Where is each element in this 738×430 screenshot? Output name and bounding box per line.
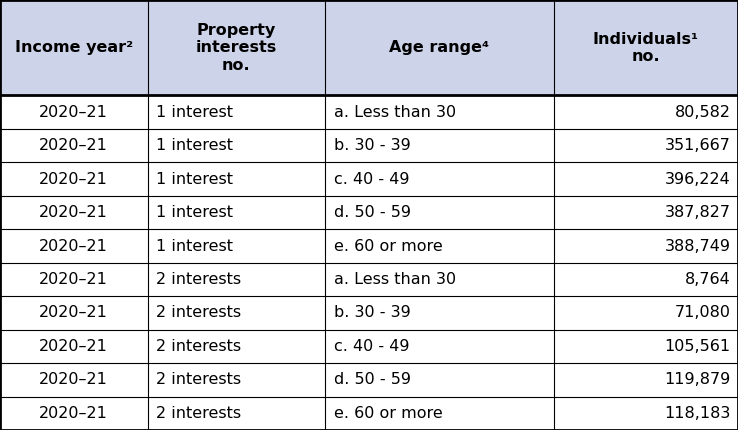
Bar xyxy=(148,95,325,129)
Bar xyxy=(0,396,148,430)
Bar xyxy=(325,330,554,363)
Text: 2020–21: 2020–21 xyxy=(39,239,108,254)
Bar xyxy=(325,196,554,229)
Text: 396,224: 396,224 xyxy=(665,172,731,187)
Bar xyxy=(325,95,554,129)
Bar xyxy=(0,296,148,330)
Bar xyxy=(325,229,554,263)
Text: 80,582: 80,582 xyxy=(675,104,731,120)
Bar xyxy=(554,296,738,330)
Bar xyxy=(554,330,738,363)
Text: 2020–21: 2020–21 xyxy=(39,372,108,387)
Bar xyxy=(148,163,325,196)
Text: 71,080: 71,080 xyxy=(675,305,731,320)
Bar xyxy=(148,396,325,430)
Text: b. 30 - 39: b. 30 - 39 xyxy=(334,305,410,320)
Text: Individuals¹
no.: Individuals¹ no. xyxy=(593,31,699,64)
Bar xyxy=(554,0,738,95)
Bar xyxy=(148,263,325,296)
Bar xyxy=(0,363,148,396)
Text: 351,667: 351,667 xyxy=(665,138,731,153)
Bar xyxy=(0,196,148,229)
Bar xyxy=(0,95,148,129)
Text: 2 interests: 2 interests xyxy=(156,406,241,421)
Text: 1 interest: 1 interest xyxy=(156,104,233,120)
Bar xyxy=(554,263,738,296)
Bar xyxy=(0,163,148,196)
Text: b. 30 - 39: b. 30 - 39 xyxy=(334,138,410,153)
Bar xyxy=(554,396,738,430)
Text: 2020–21: 2020–21 xyxy=(39,205,108,220)
Bar xyxy=(325,363,554,396)
Bar xyxy=(554,229,738,263)
Text: c. 40 - 49: c. 40 - 49 xyxy=(334,172,409,187)
Text: 1 interest: 1 interest xyxy=(156,138,233,153)
Bar xyxy=(554,163,738,196)
Text: a. Less than 30: a. Less than 30 xyxy=(334,272,455,287)
Bar xyxy=(148,363,325,396)
Text: 8,764: 8,764 xyxy=(685,272,731,287)
Text: 2020–21: 2020–21 xyxy=(39,104,108,120)
Bar xyxy=(554,129,738,163)
Bar xyxy=(554,363,738,396)
Text: Income year²: Income year² xyxy=(15,40,133,55)
Text: 2020–21: 2020–21 xyxy=(39,272,108,287)
Text: 2020–21: 2020–21 xyxy=(39,406,108,421)
Text: 2 interests: 2 interests xyxy=(156,305,241,320)
Bar xyxy=(0,263,148,296)
Bar xyxy=(325,396,554,430)
Text: 118,183: 118,183 xyxy=(664,406,731,421)
Bar xyxy=(0,330,148,363)
Text: 387,827: 387,827 xyxy=(665,205,731,220)
Bar xyxy=(0,229,148,263)
Text: 119,879: 119,879 xyxy=(664,372,731,387)
Text: 1 interest: 1 interest xyxy=(156,172,233,187)
Bar xyxy=(325,0,554,95)
Bar xyxy=(148,196,325,229)
Bar xyxy=(0,0,148,95)
Text: a. Less than 30: a. Less than 30 xyxy=(334,104,455,120)
Text: 388,749: 388,749 xyxy=(665,239,731,254)
Text: 2020–21: 2020–21 xyxy=(39,305,108,320)
Text: e. 60 or more: e. 60 or more xyxy=(334,406,442,421)
Bar xyxy=(148,0,325,95)
Text: d. 50 - 59: d. 50 - 59 xyxy=(334,372,410,387)
Text: 2 interests: 2 interests xyxy=(156,272,241,287)
Bar xyxy=(554,196,738,229)
Text: Property
interests
no.: Property interests no. xyxy=(196,23,277,73)
Bar xyxy=(148,129,325,163)
Text: 105,561: 105,561 xyxy=(664,339,731,354)
Text: c. 40 - 49: c. 40 - 49 xyxy=(334,339,409,354)
Bar xyxy=(325,263,554,296)
Text: 1 interest: 1 interest xyxy=(156,205,233,220)
Text: e. 60 or more: e. 60 or more xyxy=(334,239,442,254)
Text: 2020–21: 2020–21 xyxy=(39,138,108,153)
Bar xyxy=(148,296,325,330)
Bar xyxy=(325,296,554,330)
Bar xyxy=(325,163,554,196)
Text: Age range⁴: Age range⁴ xyxy=(389,40,489,55)
Text: 2 interests: 2 interests xyxy=(156,339,241,354)
Text: 1 interest: 1 interest xyxy=(156,239,233,254)
Bar xyxy=(554,95,738,129)
Bar xyxy=(325,129,554,163)
Bar xyxy=(0,129,148,163)
Text: 2 interests: 2 interests xyxy=(156,372,241,387)
Bar xyxy=(148,330,325,363)
Text: d. 50 - 59: d. 50 - 59 xyxy=(334,205,410,220)
Text: 2020–21: 2020–21 xyxy=(39,339,108,354)
Bar xyxy=(148,229,325,263)
Text: 2020–21: 2020–21 xyxy=(39,172,108,187)
